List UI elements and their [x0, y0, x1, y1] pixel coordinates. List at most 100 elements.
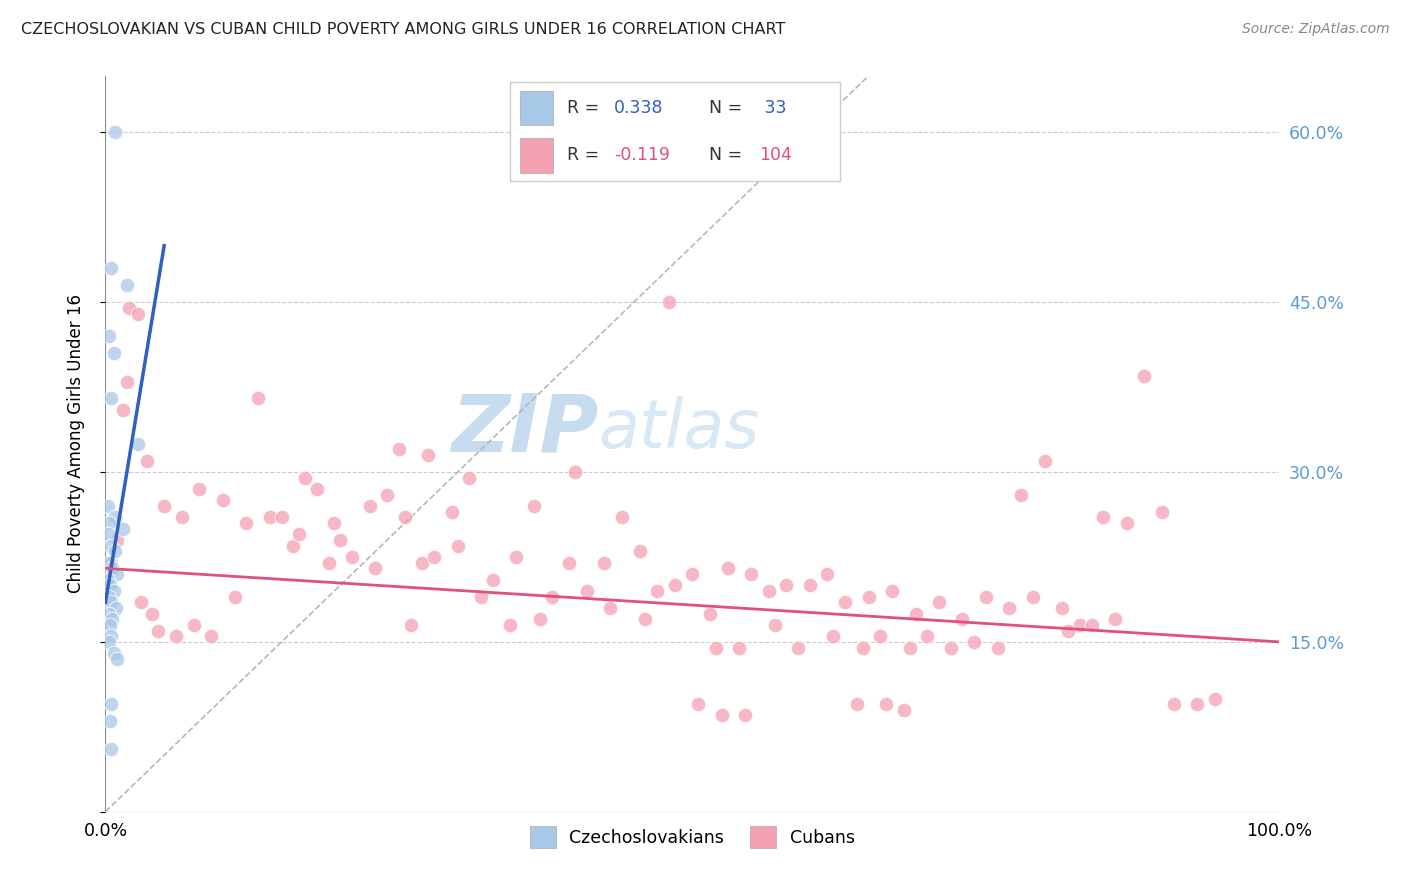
Point — [103, 646, 125, 660]
Y-axis label: Child Poverty Among Girls Under 16: Child Poverty Among Girls Under 16 — [66, 294, 84, 593]
Point — [100, 629, 122, 643]
Point — [1080, 618, 1102, 632]
Point — [880, 583, 903, 598]
Text: CZECHOSLOVAKIAN VS CUBAN CHILD POVERTY AMONG GIRLS UNDER 16 CORRELATION CHART: CZECHOSLOVAKIAN VS CUBAN CHILD POVERTY A… — [21, 22, 786, 37]
Point — [411, 556, 433, 570]
Point — [645, 583, 668, 598]
Point — [688, 697, 710, 711]
Point — [103, 583, 125, 598]
Point — [105, 601, 128, 615]
Point — [104, 544, 127, 558]
Text: N =: N = — [709, 99, 748, 117]
Point — [634, 612, 657, 626]
Point — [447, 539, 470, 553]
Point — [593, 556, 616, 570]
Point — [127, 436, 149, 450]
Point — [505, 549, 527, 564]
Point — [917, 629, 939, 643]
Point — [100, 261, 122, 276]
Point — [247, 392, 270, 406]
Point — [98, 578, 121, 592]
Point — [388, 442, 411, 457]
Point — [699, 607, 721, 621]
Bar — [520, 137, 554, 173]
Text: atlas: atlas — [599, 396, 759, 462]
Point — [115, 278, 138, 293]
Point — [288, 527, 311, 541]
Point — [817, 566, 839, 581]
Point — [558, 556, 581, 570]
FancyBboxPatch shape — [509, 82, 841, 181]
Point — [115, 375, 138, 389]
Point — [599, 601, 621, 615]
Point — [100, 742, 122, 756]
Point — [104, 125, 127, 139]
Point — [100, 539, 122, 553]
Text: -0.119: -0.119 — [614, 146, 671, 164]
Point — [1104, 612, 1126, 626]
Point — [100, 697, 122, 711]
Point — [188, 482, 211, 496]
Point — [904, 607, 927, 621]
Point — [323, 516, 346, 530]
Point — [1010, 488, 1032, 502]
Point — [129, 595, 152, 609]
Bar — [520, 91, 554, 126]
Point — [98, 329, 121, 343]
Point — [540, 590, 562, 604]
Point — [1150, 505, 1173, 519]
Point — [658, 295, 681, 310]
Point — [852, 640, 875, 655]
Point — [423, 549, 446, 564]
Point — [858, 590, 880, 604]
Point — [928, 595, 950, 609]
Point — [98, 618, 121, 632]
Point — [963, 635, 986, 649]
Point — [105, 533, 128, 547]
Point — [775, 578, 797, 592]
Point — [148, 624, 170, 638]
Text: R =: R = — [567, 99, 605, 117]
Point — [103, 346, 125, 360]
Point — [100, 556, 122, 570]
Legend: Czechoslovakians, Cubans: Czechoslovakians, Cubans — [523, 820, 862, 855]
Point — [869, 629, 891, 643]
Point — [98, 516, 121, 530]
Point — [329, 533, 352, 547]
Point — [170, 510, 193, 524]
Point — [224, 590, 246, 604]
Point — [340, 549, 363, 564]
Point — [1204, 691, 1226, 706]
Point — [97, 527, 120, 541]
Point — [98, 556, 121, 570]
Point — [135, 454, 157, 468]
Point — [399, 618, 422, 632]
Point — [283, 539, 305, 553]
Point — [1163, 697, 1185, 711]
Point — [153, 499, 176, 513]
Point — [211, 493, 233, 508]
Point — [710, 708, 733, 723]
Point — [523, 499, 546, 513]
Point — [628, 544, 651, 558]
Point — [1133, 368, 1156, 383]
Point — [118, 301, 141, 315]
Point — [893, 703, 915, 717]
Point — [440, 505, 463, 519]
Point — [845, 697, 868, 711]
Point — [987, 640, 1010, 655]
Text: R =: R = — [567, 146, 605, 164]
Point — [717, 561, 740, 575]
Text: 0.338: 0.338 — [614, 99, 664, 117]
Point — [998, 601, 1021, 615]
Text: 104: 104 — [759, 146, 792, 164]
Point — [364, 561, 387, 575]
Point — [787, 640, 810, 655]
Point — [105, 566, 128, 581]
Point — [98, 635, 121, 649]
Point — [1057, 624, 1080, 638]
Text: 33: 33 — [759, 99, 787, 117]
Text: Source: ZipAtlas.com: Source: ZipAtlas.com — [1241, 22, 1389, 37]
Point — [270, 510, 292, 524]
Point — [823, 629, 845, 643]
